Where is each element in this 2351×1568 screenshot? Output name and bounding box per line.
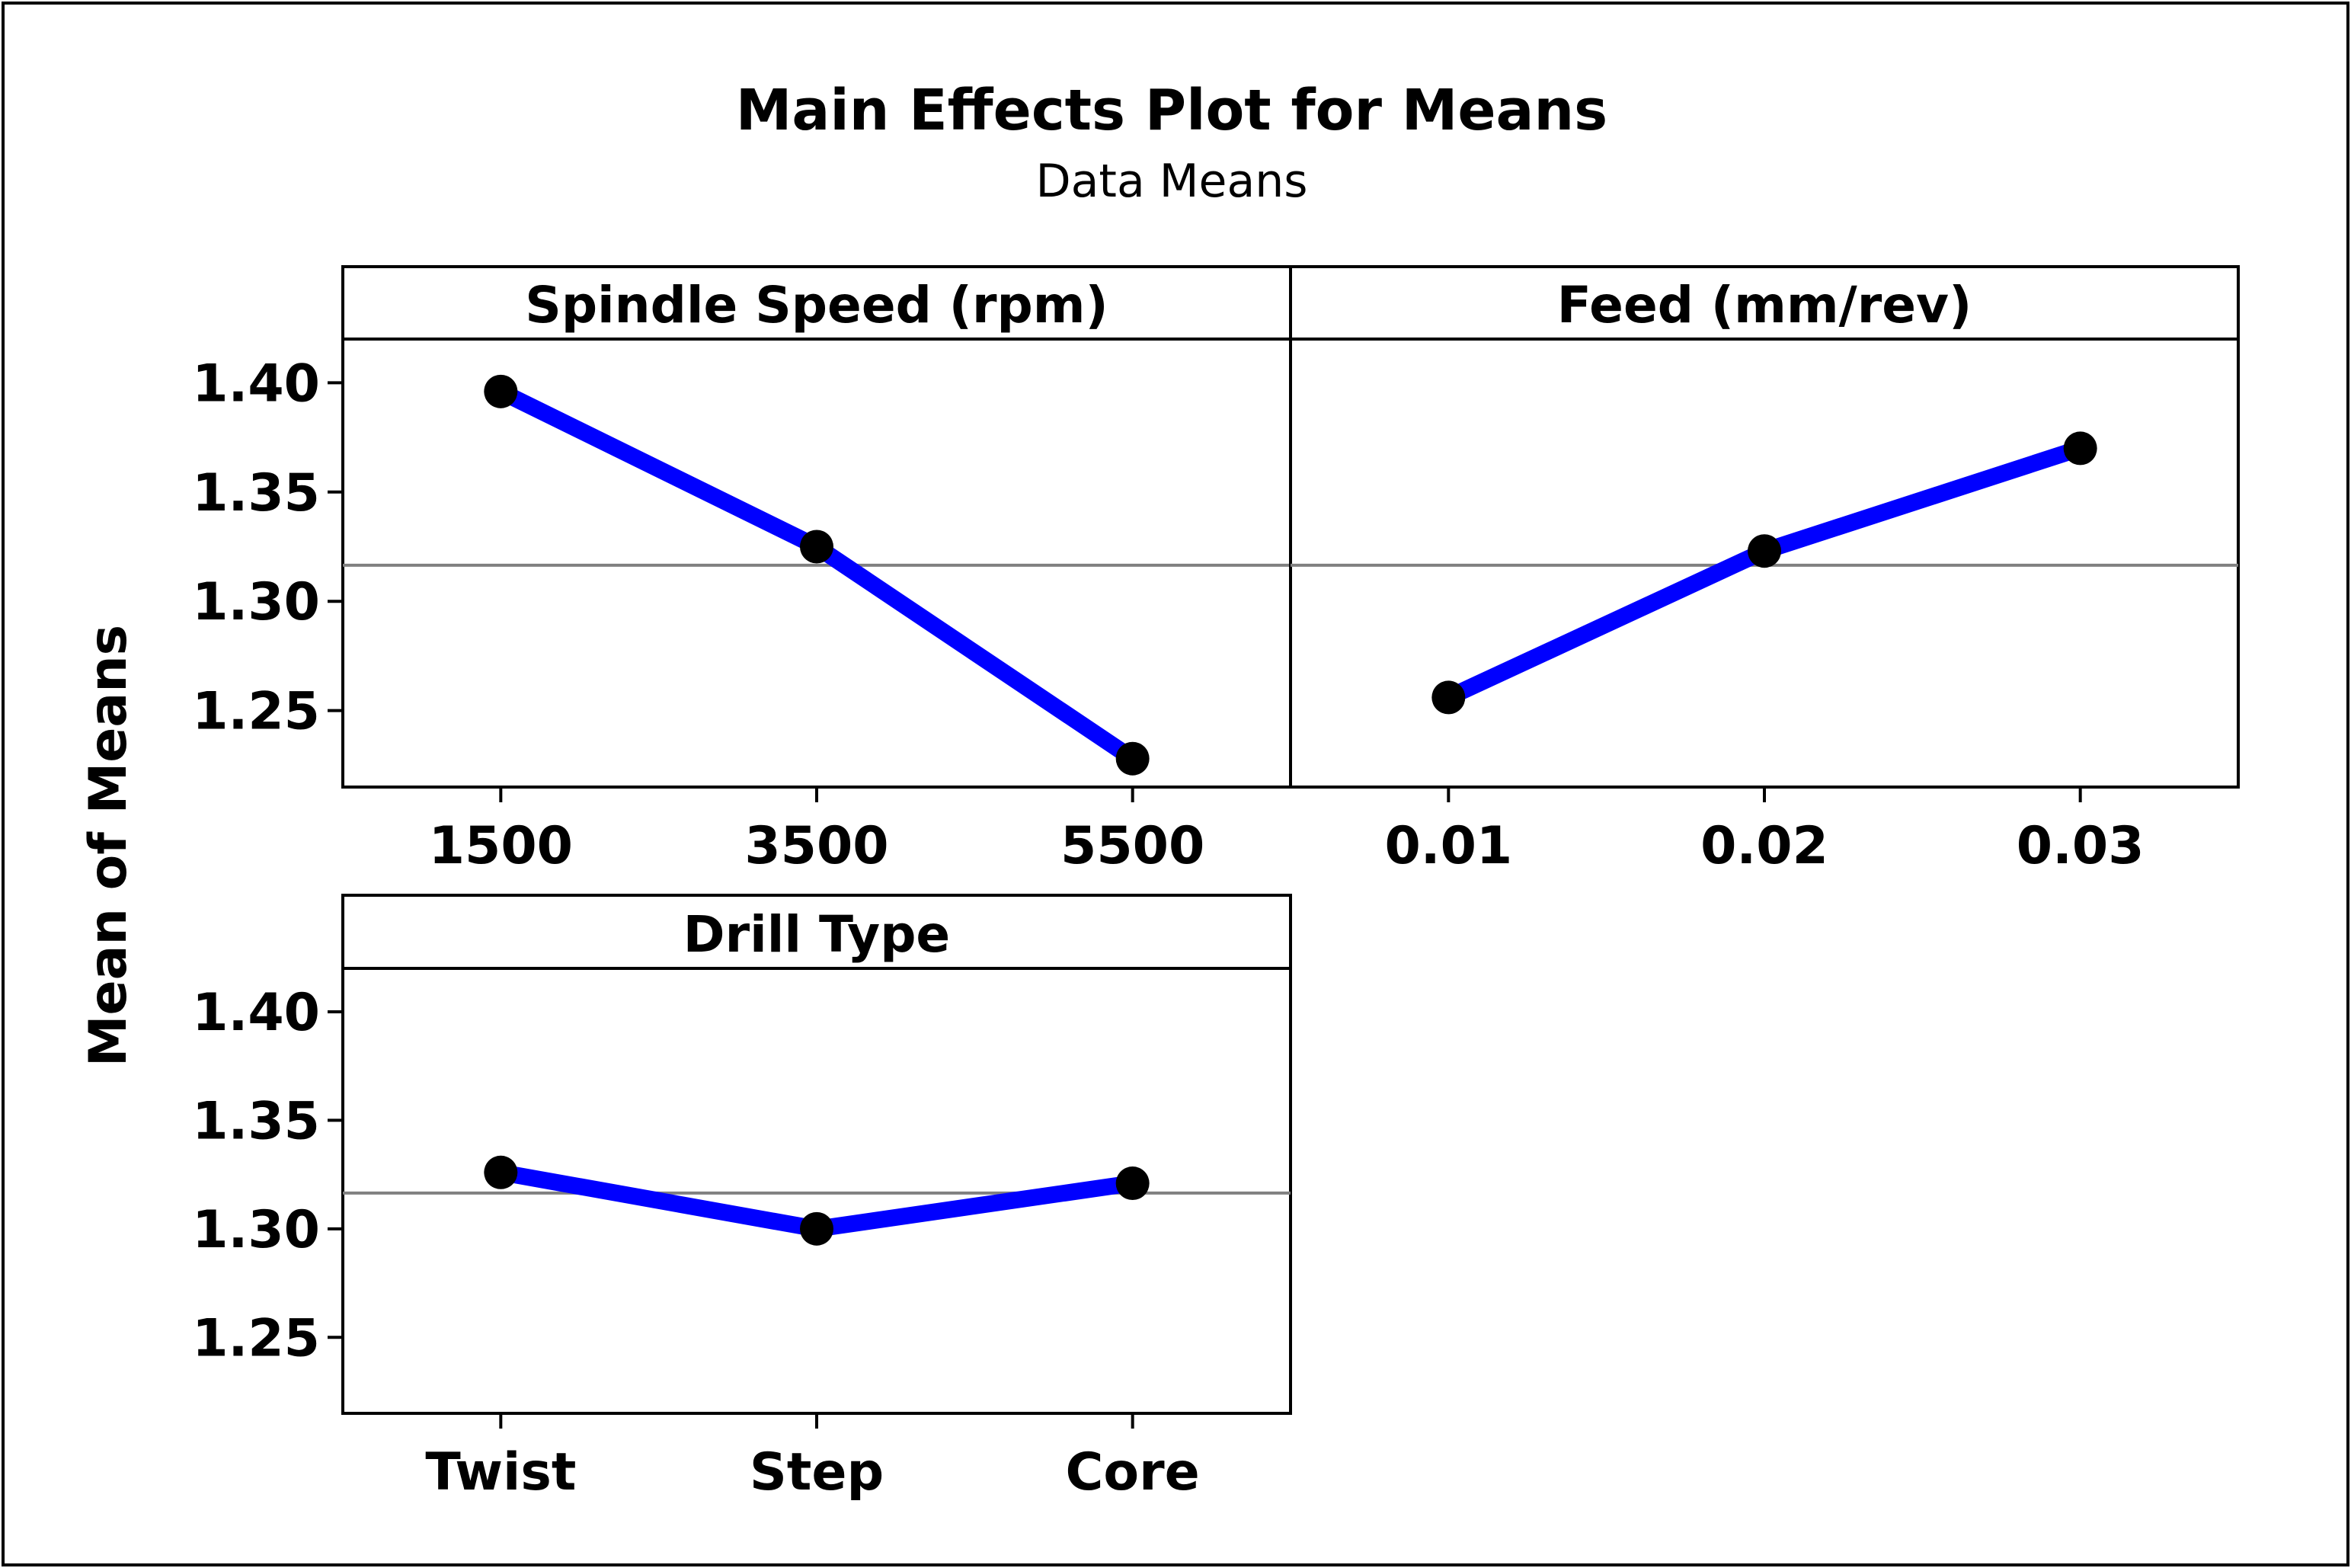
y-tick-label: 1.35: [192, 463, 320, 523]
y-tick-label: 1.40: [192, 354, 320, 414]
data-point: [484, 374, 518, 408]
chart-title: Main Effects Plot for Means: [736, 78, 1607, 143]
panel-0: Spindle Speed (rpm) 1.40 1.35 1.30 1.25 1500 3…: [192, 265, 1292, 876]
data-point: [2063, 431, 2097, 466]
y-tick-label: 1.35: [192, 1091, 320, 1151]
data-point: [800, 530, 833, 564]
data-point: [800, 1211, 833, 1246]
y-tick-label: 1.40: [192, 983, 320, 1043]
data-point: [1431, 680, 1466, 715]
x-tick-label: 0.02: [1700, 816, 1828, 876]
x-tick-label: Step: [750, 1442, 884, 1502]
data-point: [1115, 1166, 1150, 1201]
x-tick-label: Twist: [425, 1442, 576, 1502]
x-tick-label: 0.03: [2017, 816, 2145, 876]
x-tick-label: 1500: [429, 816, 573, 876]
x-tick-label: 3500: [744, 816, 888, 876]
y-tick-label: 1.25: [192, 682, 320, 742]
panel-title: Drill Type: [683, 905, 950, 964]
chart-subtitle: Data Means: [1035, 155, 1307, 208]
panel-title: Spindle Speed (rpm): [525, 276, 1108, 334]
x-tick-label: Core: [1066, 1442, 1200, 1502]
y-tick-label: 1.25: [192, 1308, 320, 1368]
data-point: [1115, 741, 1150, 776]
x-tick-label: 0.01: [1384, 816, 1512, 876]
panel-2: Drill Type 1.40 1.35 1.30 1.25 Twist Step Core: [192, 894, 1292, 1502]
y-axis-label: Mean of Means: [78, 625, 139, 1067]
x-tick-label: 5500: [1060, 816, 1204, 876]
panel-title: Feed (mm/rev): [1557, 276, 1972, 334]
data-point: [1748, 534, 1781, 568]
y-tick-label: 1.30: [192, 572, 320, 632]
panels: Spindle Speed (rpm) 1.40 1.35 1.30 1.25 1500 3…: [192, 265, 2240, 1502]
data-point: [484, 1155, 518, 1189]
y-tick-label: 1.30: [192, 1200, 320, 1260]
panel-1: Feed (mm/rev) 0.01 0.02 0.03: [1289, 265, 2240, 876]
